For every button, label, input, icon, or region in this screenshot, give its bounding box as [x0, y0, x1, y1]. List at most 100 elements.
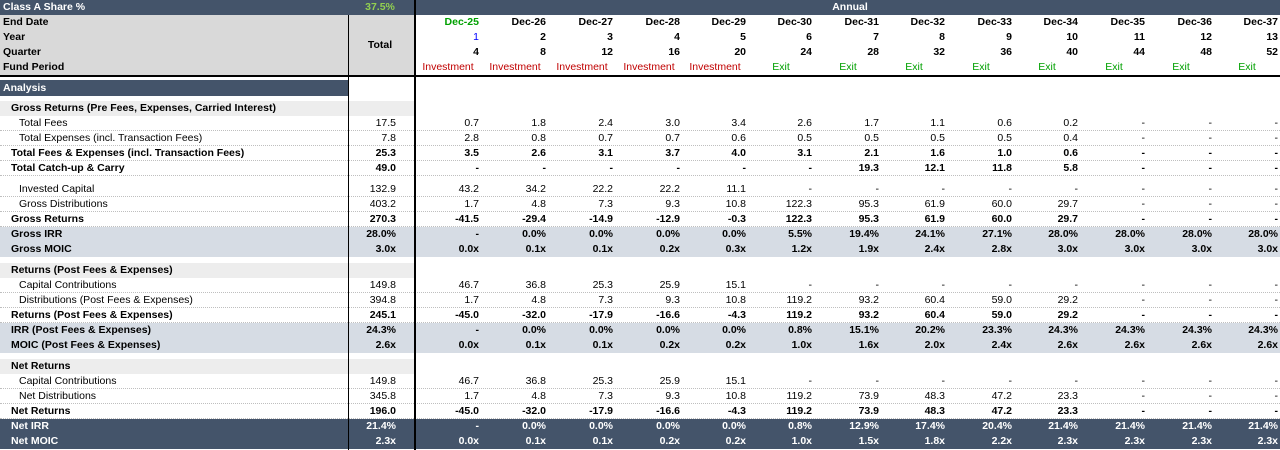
value-cell[interactable]: -32.0: [522, 309, 546, 321]
value-cell[interactable]: 34.2: [525, 183, 546, 195]
value-cell[interactable]: -14.9: [589, 213, 613, 225]
value-cell[interactable]: 0.8%: [788, 324, 812, 336]
value-cell[interactable]: -: [1274, 132, 1279, 144]
value-cell[interactable]: 0.7: [598, 132, 613, 144]
value-cell[interactable]: 24.3%: [1115, 324, 1145, 336]
value-cell[interactable]: 7.3: [598, 294, 613, 306]
total-cell[interactable]: 149.8: [369, 375, 396, 387]
value-cell[interactable]: -: [808, 183, 813, 195]
value-cell[interactable]: 2.8x: [991, 243, 1012, 255]
value-cell[interactable]: 1.0: [997, 147, 1012, 159]
value-cell[interactable]: 12.9%: [849, 420, 879, 432]
value-cell[interactable]: 7.3: [598, 198, 613, 210]
year-cell[interactable]: 2: [540, 31, 546, 43]
value-cell[interactable]: 25.3: [592, 375, 613, 387]
value-cell[interactable]: -: [1008, 375, 1013, 387]
value-cell[interactable]: 73.9: [858, 390, 879, 402]
value-cell[interactable]: -: [1274, 375, 1279, 387]
value-cell[interactable]: -45.0: [455, 309, 479, 321]
year-cell[interactable]: 5: [740, 31, 746, 43]
value-cell[interactable]: 2.6x: [1124, 339, 1145, 351]
value-cell[interactable]: 0.5: [864, 132, 879, 144]
value-cell[interactable]: 95.3: [858, 198, 879, 210]
value-cell[interactable]: 48.3: [924, 390, 945, 402]
value-cell[interactable]: 19.3: [858, 162, 879, 174]
total-cell[interactable]: 403.2: [369, 198, 396, 210]
quarter-cell[interactable]: 24: [800, 46, 812, 58]
value-cell[interactable]: 0.0%: [656, 420, 680, 432]
value-cell[interactable]: -: [1141, 198, 1146, 210]
value-cell[interactable]: 1.5x: [858, 435, 879, 447]
value-cell[interactable]: 0.0%: [656, 228, 680, 240]
value-cell[interactable]: -: [1141, 294, 1146, 306]
value-cell[interactable]: 0.0%: [589, 228, 613, 240]
value-cell[interactable]: -: [1274, 198, 1279, 210]
fund-period-cell[interactable]: Investment: [489, 61, 541, 73]
value-cell[interactable]: 22.2: [592, 183, 613, 195]
value-cell[interactable]: 22.2: [659, 183, 680, 195]
value-cell[interactable]: 2.3x: [1191, 435, 1212, 447]
value-cell[interactable]: 2.1: [864, 147, 879, 159]
value-cell[interactable]: -17.9: [589, 405, 613, 417]
value-cell[interactable]: -: [875, 375, 880, 387]
value-cell[interactable]: -: [875, 279, 880, 291]
value-cell[interactable]: 2.4x: [924, 243, 945, 255]
value-cell[interactable]: 119.2: [786, 405, 812, 417]
value-cell[interactable]: 15.1%: [849, 324, 879, 336]
value-cell[interactable]: 0.0%: [589, 420, 613, 432]
quarter-cell[interactable]: 12: [601, 46, 613, 58]
value-cell[interactable]: 0.8: [531, 132, 546, 144]
value-cell[interactable]: 47.2: [991, 405, 1012, 417]
value-cell[interactable]: -4.3: [727, 405, 746, 417]
value-cell[interactable]: 60.4: [924, 294, 945, 306]
value-cell[interactable]: -: [1141, 132, 1146, 144]
value-cell[interactable]: -: [1208, 405, 1213, 417]
value-cell[interactable]: 3.1: [797, 147, 812, 159]
end-date-cell[interactable]: Dec-25: [444, 16, 479, 28]
value-cell[interactable]: 24.3%: [1048, 324, 1078, 336]
end-date-cell[interactable]: Dec-29: [711, 16, 746, 28]
value-cell[interactable]: 0.0x: [458, 243, 479, 255]
year-cell[interactable]: 1: [473, 31, 479, 43]
year-cell[interactable]: 12: [1200, 31, 1212, 43]
value-cell[interactable]: 119.2: [786, 390, 813, 402]
value-cell[interactable]: 0.1x: [525, 339, 546, 351]
value-cell[interactable]: -: [742, 162, 747, 174]
value-cell[interactable]: 3.0x: [1124, 243, 1145, 255]
value-cell[interactable]: -: [941, 279, 946, 291]
value-cell[interactable]: -12.9: [656, 213, 680, 225]
quarter-cell[interactable]: 8: [540, 46, 546, 58]
value-cell[interactable]: -: [875, 183, 880, 195]
value-cell[interactable]: 1.0x: [791, 435, 812, 447]
fund-period-cell[interactable]: Exit: [839, 61, 857, 73]
fund-period-cell[interactable]: Exit: [972, 61, 990, 73]
value-cell[interactable]: 73.9: [858, 405, 879, 417]
value-cell[interactable]: 3.5: [464, 147, 479, 159]
total-cell[interactable]: 28.0%: [366, 228, 396, 240]
fund-period-cell[interactable]: Investment: [556, 61, 608, 73]
total-cell[interactable]: 21.4%: [366, 420, 396, 432]
end-date-cell[interactable]: Dec-30: [777, 16, 812, 28]
value-cell[interactable]: 23.3: [1057, 390, 1078, 402]
value-cell[interactable]: 48.3: [924, 405, 945, 417]
value-cell[interactable]: 2.6x: [1057, 339, 1078, 351]
value-cell[interactable]: 119.2: [786, 294, 813, 306]
value-cell[interactable]: 24.3%: [1248, 324, 1278, 336]
value-cell[interactable]: -: [941, 183, 946, 195]
year-cell[interactable]: 6: [806, 31, 812, 43]
end-date-cell[interactable]: Dec-37: [1243, 16, 1278, 28]
value-cell[interactable]: 29.7: [1057, 213, 1078, 225]
value-cell[interactable]: -: [1274, 294, 1279, 306]
value-cell[interactable]: 122.3: [785, 198, 812, 210]
value-cell[interactable]: -: [475, 324, 480, 336]
value-cell[interactable]: 0.0%: [522, 228, 546, 240]
value-cell[interactable]: -: [1208, 183, 1213, 195]
quarter-cell[interactable]: 28: [867, 46, 879, 58]
value-cell[interactable]: 5.5%: [788, 228, 812, 240]
value-cell[interactable]: 3.4: [731, 117, 746, 129]
quarter-cell[interactable]: 48: [1200, 46, 1212, 58]
value-cell[interactable]: 4.0: [731, 147, 746, 159]
value-cell[interactable]: 10.8: [725, 390, 746, 402]
value-cell[interactable]: -: [1141, 117, 1146, 129]
value-cell[interactable]: 1.8: [531, 117, 546, 129]
